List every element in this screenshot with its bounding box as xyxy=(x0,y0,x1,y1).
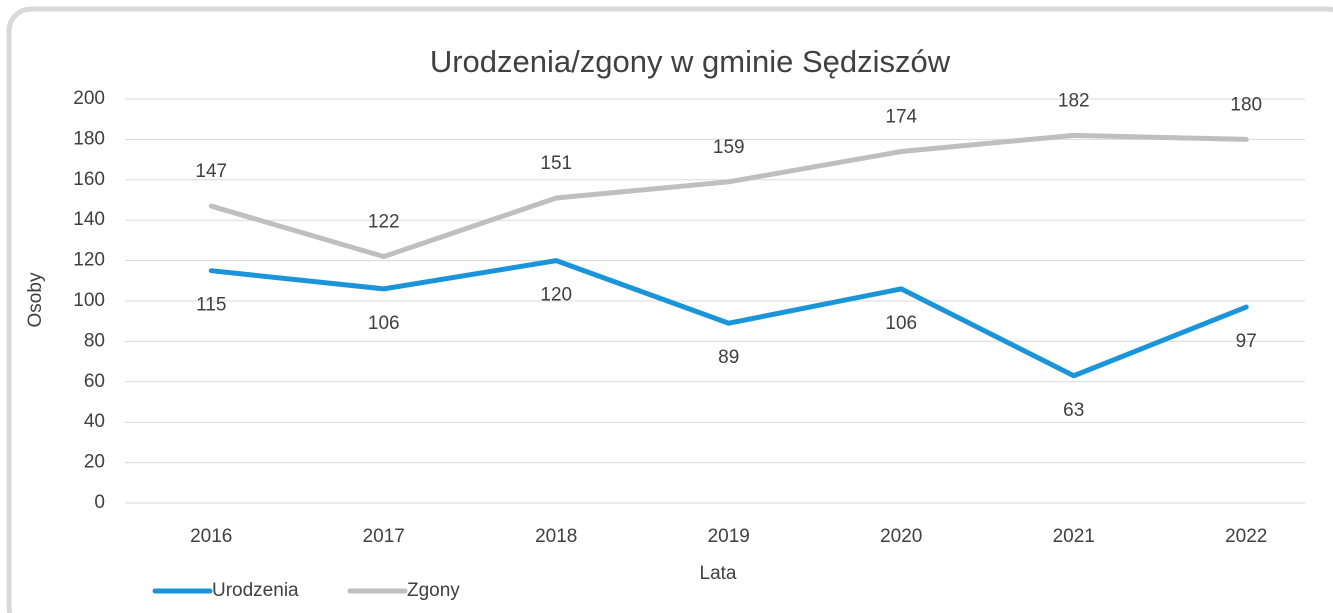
y-tick-label: 60 xyxy=(84,371,105,392)
x-tick-label: 2022 xyxy=(1225,526,1267,547)
y-tick-label: 200 xyxy=(73,88,105,109)
data-label: 147 xyxy=(195,161,227,182)
data-label: 97 xyxy=(1236,331,1257,352)
data-label: 182 xyxy=(1058,90,1090,111)
x-tick-label: 2018 xyxy=(535,526,577,547)
chart-frame xyxy=(6,6,1333,613)
y-tick-label: 0 xyxy=(94,492,105,513)
data-label: 115 xyxy=(196,295,226,316)
y-tick-label: 140 xyxy=(73,209,105,230)
x-tick-label: 2016 xyxy=(190,526,232,547)
x-axis-label: Lata xyxy=(700,563,737,584)
data-label: 120 xyxy=(540,285,572,306)
series-line xyxy=(208,132,1249,260)
data-label: 122 xyxy=(368,212,400,233)
y-tick-label: 80 xyxy=(84,330,105,351)
y-tick-label: 20 xyxy=(84,452,105,473)
data-label: 151 xyxy=(540,153,572,174)
y-tick-label: 40 xyxy=(84,411,105,432)
y-tick-label: 160 xyxy=(73,169,105,190)
legend-label: Urodzenia xyxy=(212,580,299,601)
x-tick-label: 2017 xyxy=(363,526,405,547)
y-tick-label: 100 xyxy=(73,290,105,311)
data-label: 106 xyxy=(368,313,400,334)
data-label: 89 xyxy=(718,347,739,368)
x-tick-label: 2021 xyxy=(1053,526,1095,547)
series-line xyxy=(208,258,1249,379)
chart-title: Urodzenia/zgony w gminie Sędziszów xyxy=(430,44,951,79)
legend-label: Zgony xyxy=(407,580,460,601)
y-tick-label: 180 xyxy=(73,128,105,149)
y-axis-label: Osoby xyxy=(25,272,46,327)
x-tick-label: 2019 xyxy=(708,526,750,547)
data-label: 63 xyxy=(1063,400,1084,421)
y-tick-label: 120 xyxy=(73,250,105,271)
x-tick-label: 2020 xyxy=(880,526,922,547)
data-label: 159 xyxy=(713,137,745,158)
data-label: 180 xyxy=(1230,94,1262,115)
data-label: 174 xyxy=(885,107,917,128)
data-label: 106 xyxy=(885,313,917,334)
